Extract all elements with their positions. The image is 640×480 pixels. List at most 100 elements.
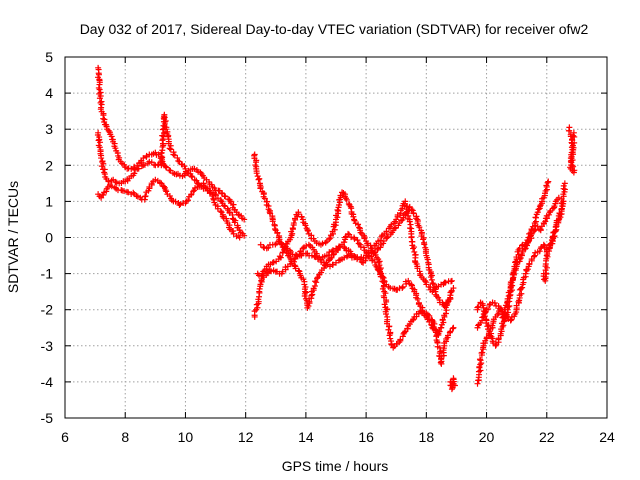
data-point (190, 188, 197, 195)
x-tick-label: 24 (599, 429, 615, 445)
data-point (540, 241, 547, 248)
data-point (404, 210, 411, 217)
data-point (546, 241, 553, 248)
y-tick-label: 1 (45, 193, 53, 209)
data-point (420, 236, 427, 243)
data-point (331, 226, 338, 233)
data-point (141, 161, 148, 168)
y-tick-label: 5 (45, 49, 53, 65)
data-point (120, 188, 127, 195)
x-tick-label: 20 (479, 429, 495, 445)
data-point (341, 254, 348, 261)
data-point (354, 237, 361, 244)
data-point (504, 295, 511, 302)
x-axis-tick-labels: 6 8 10 12 14 16 18 20 22 24 (61, 429, 615, 445)
data-point (98, 163, 105, 170)
data-point (326, 236, 333, 243)
data-point (522, 245, 529, 252)
data-point (388, 221, 395, 228)
data-point (367, 248, 374, 254)
data-point (350, 213, 357, 220)
data-point (450, 285, 457, 292)
data-point (162, 163, 169, 170)
data-point (422, 277, 429, 284)
data-point (220, 202, 227, 209)
data-point (487, 332, 494, 339)
data-point (335, 257, 342, 264)
y-tick-label: 2 (45, 157, 53, 173)
data-point (312, 278, 319, 285)
data-point (555, 194, 562, 201)
data-point (377, 237, 384, 244)
data-point (543, 182, 550, 189)
data-point (253, 170, 260, 177)
data-point (432, 286, 439, 293)
data-point (406, 218, 413, 225)
data-point (170, 151, 177, 158)
data-point (231, 219, 238, 226)
x-tick-label: 22 (539, 429, 555, 445)
x-tick-label: 6 (61, 429, 69, 445)
data-point (257, 185, 264, 192)
data-point (100, 115, 107, 122)
data-point (217, 208, 224, 215)
data-point (341, 244, 348, 251)
data-point (222, 193, 229, 200)
y-tick-label: -4 (41, 374, 54, 390)
data-point (269, 218, 276, 225)
data-point (209, 193, 216, 200)
x-tick-label: 8 (121, 429, 129, 445)
data-point (210, 195, 217, 202)
x-tick-label: 18 (419, 429, 435, 445)
data-point (391, 225, 398, 232)
data-point (409, 207, 416, 214)
data-point (401, 329, 408, 336)
x-tick-label: 10 (178, 429, 194, 445)
data-point (188, 173, 195, 180)
data-point (537, 226, 544, 233)
data-point (386, 332, 393, 339)
data-point (166, 145, 173, 152)
data-point (545, 245, 552, 252)
y-tick-label: 0 (45, 230, 53, 246)
data-point (174, 154, 181, 161)
data-point (476, 356, 483, 363)
data-point (289, 225, 296, 232)
data-point (403, 209, 410, 216)
data-point (546, 209, 553, 216)
data-point (430, 281, 437, 288)
data-point (399, 283, 406, 290)
data-point (295, 267, 302, 274)
data-point (100, 192, 107, 199)
data-point (290, 220, 297, 227)
data-point (111, 184, 118, 191)
data-point (475, 303, 482, 310)
data-point (167, 146, 174, 153)
y-tick-label: 3 (45, 121, 53, 137)
data-point (421, 241, 428, 248)
data-point (381, 301, 388, 308)
data-point (329, 247, 336, 254)
y-axis-title: SDTVAR / TECUs (5, 181, 21, 293)
data-point (329, 261, 336, 268)
data-point (185, 197, 192, 204)
y-tick-label: -5 (41, 410, 54, 426)
data-point (131, 163, 138, 170)
data-point (410, 210, 417, 217)
data-point (398, 217, 405, 224)
data-point (314, 256, 321, 263)
data-point (384, 234, 391, 241)
data-point (118, 186, 125, 193)
data-point (166, 167, 173, 174)
data-point (277, 254, 284, 261)
data-point (355, 240, 362, 247)
data-point (429, 280, 436, 287)
data-point (236, 234, 243, 241)
data-point (428, 276, 435, 283)
data-point (160, 183, 167, 190)
data-point (536, 248, 543, 255)
data-point (383, 310, 390, 317)
data-point (502, 304, 509, 311)
data-point (408, 282, 415, 289)
